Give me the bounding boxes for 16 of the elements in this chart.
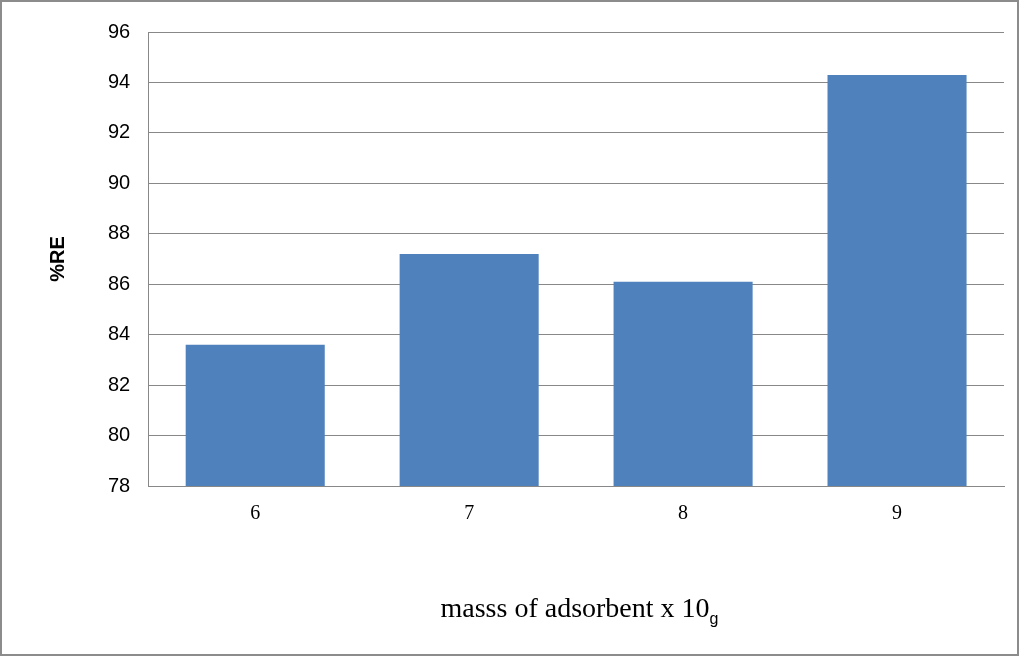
- y-tick-label: 86: [108, 271, 131, 294]
- x-tick-label: 8: [678, 501, 689, 524]
- x-axis-title: masss of adsorbent x 10$_{g}$: [439, 592, 720, 628]
- x-tick-label: 9: [892, 501, 903, 524]
- y-tick-label: 90: [108, 170, 131, 193]
- y-tick-label: 78: [108, 473, 131, 496]
- y-tick-label: 80: [108, 423, 131, 446]
- y-tick-label: 82: [108, 372, 131, 395]
- x-tick-label: 7: [464, 501, 475, 524]
- y-tick-label: 96: [108, 19, 131, 42]
- y-tick-label: 88: [108, 221, 131, 244]
- x-tick-label: 6: [250, 501, 261, 524]
- y-axis-title: %RE: [45, 236, 68, 282]
- y-tick-label: 92: [108, 120, 131, 143]
- y-tick-label: 94: [108, 69, 131, 92]
- y-tick-label: 84: [108, 322, 131, 345]
